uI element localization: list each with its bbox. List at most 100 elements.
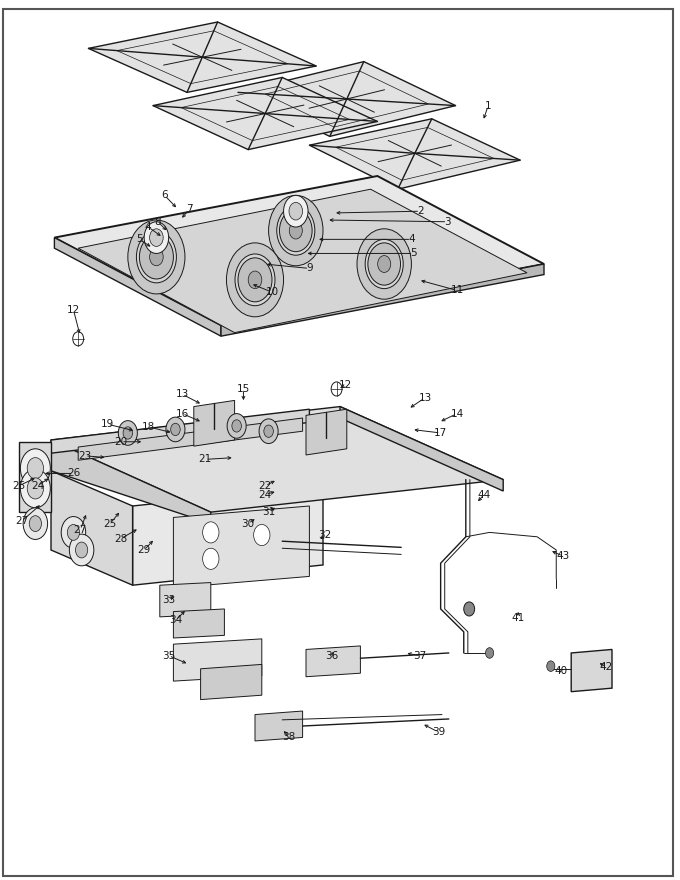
- Circle shape: [171, 423, 180, 436]
- Circle shape: [547, 661, 555, 671]
- Text: 11: 11: [450, 285, 464, 296]
- Circle shape: [123, 427, 133, 439]
- Text: 10: 10: [265, 287, 279, 297]
- Text: 35: 35: [162, 650, 175, 661]
- Polygon shape: [306, 409, 347, 455]
- Circle shape: [486, 648, 494, 658]
- Text: 15: 15: [237, 384, 250, 394]
- Polygon shape: [133, 486, 323, 585]
- Circle shape: [137, 231, 176, 282]
- Text: 44: 44: [477, 489, 491, 500]
- Polygon shape: [201, 664, 262, 700]
- Circle shape: [284, 195, 308, 227]
- Circle shape: [61, 517, 86, 548]
- Circle shape: [166, 417, 185, 442]
- Circle shape: [269, 195, 323, 266]
- Circle shape: [238, 258, 272, 302]
- Text: 13: 13: [418, 392, 432, 403]
- Polygon shape: [173, 609, 224, 638]
- Text: 6: 6: [161, 190, 168, 201]
- Polygon shape: [51, 407, 503, 512]
- Circle shape: [118, 421, 137, 445]
- Circle shape: [139, 235, 173, 279]
- Text: 23: 23: [78, 451, 92, 461]
- Text: 2: 2: [417, 206, 424, 216]
- Text: 39: 39: [432, 727, 445, 737]
- Circle shape: [23, 508, 48, 539]
- Circle shape: [357, 229, 411, 299]
- Circle shape: [377, 255, 391, 273]
- Text: 24: 24: [31, 480, 44, 491]
- Text: 12: 12: [339, 380, 352, 391]
- Polygon shape: [306, 646, 360, 677]
- Circle shape: [365, 239, 403, 289]
- Text: 17: 17: [434, 428, 447, 438]
- Text: 29: 29: [137, 545, 151, 555]
- Circle shape: [331, 382, 342, 396]
- Text: 34: 34: [169, 615, 182, 626]
- Text: 16: 16: [175, 408, 189, 419]
- Circle shape: [29, 516, 41, 532]
- Polygon shape: [54, 176, 544, 326]
- Text: 25: 25: [103, 518, 117, 529]
- Text: 30: 30: [241, 518, 255, 529]
- Text: 40: 40: [554, 665, 568, 676]
- Text: 41: 41: [511, 612, 525, 623]
- Polygon shape: [153, 77, 377, 150]
- Polygon shape: [221, 264, 544, 336]
- Polygon shape: [309, 119, 520, 189]
- Text: 5: 5: [136, 234, 143, 245]
- Text: 24: 24: [258, 489, 272, 500]
- Text: 4: 4: [408, 234, 415, 245]
- Text: 32: 32: [318, 530, 332, 540]
- Text: 20: 20: [114, 436, 128, 447]
- Circle shape: [203, 548, 219, 569]
- Circle shape: [20, 469, 50, 508]
- Polygon shape: [173, 506, 309, 588]
- Text: 5: 5: [410, 248, 417, 259]
- Circle shape: [254, 524, 270, 546]
- Text: 38: 38: [282, 732, 296, 743]
- Polygon shape: [194, 400, 235, 446]
- Circle shape: [69, 534, 94, 566]
- Text: 8: 8: [154, 216, 161, 227]
- Circle shape: [277, 206, 315, 255]
- Circle shape: [289, 202, 303, 220]
- Text: 3: 3: [444, 216, 451, 227]
- Text: 13: 13: [175, 389, 189, 400]
- Circle shape: [128, 220, 185, 294]
- Circle shape: [150, 229, 163, 246]
- Polygon shape: [160, 583, 211, 617]
- Circle shape: [67, 524, 80, 540]
- Polygon shape: [238, 62, 456, 136]
- Circle shape: [150, 248, 163, 266]
- Text: 26: 26: [67, 468, 80, 479]
- Text: 25: 25: [12, 480, 26, 491]
- Text: 31: 31: [262, 507, 275, 517]
- Circle shape: [264, 425, 273, 437]
- Polygon shape: [173, 639, 262, 681]
- Circle shape: [203, 522, 219, 543]
- Circle shape: [235, 254, 275, 305]
- Text: 22: 22: [258, 480, 272, 491]
- Polygon shape: [78, 418, 303, 460]
- Text: 18: 18: [141, 422, 155, 432]
- Text: 9: 9: [306, 263, 313, 274]
- Text: 19: 19: [101, 419, 114, 429]
- Circle shape: [464, 602, 475, 616]
- Polygon shape: [51, 471, 133, 585]
- Text: 33: 33: [162, 595, 175, 605]
- Circle shape: [279, 209, 312, 252]
- Polygon shape: [340, 407, 503, 491]
- Text: 42: 42: [600, 662, 613, 672]
- Polygon shape: [571, 649, 612, 692]
- Circle shape: [368, 243, 401, 285]
- Circle shape: [227, 414, 246, 438]
- Circle shape: [144, 222, 169, 253]
- Circle shape: [289, 222, 303, 239]
- Polygon shape: [19, 442, 51, 512]
- Text: 4: 4: [145, 222, 152, 232]
- Text: 36: 36: [325, 650, 339, 661]
- Text: 14: 14: [450, 408, 464, 419]
- Circle shape: [248, 271, 262, 289]
